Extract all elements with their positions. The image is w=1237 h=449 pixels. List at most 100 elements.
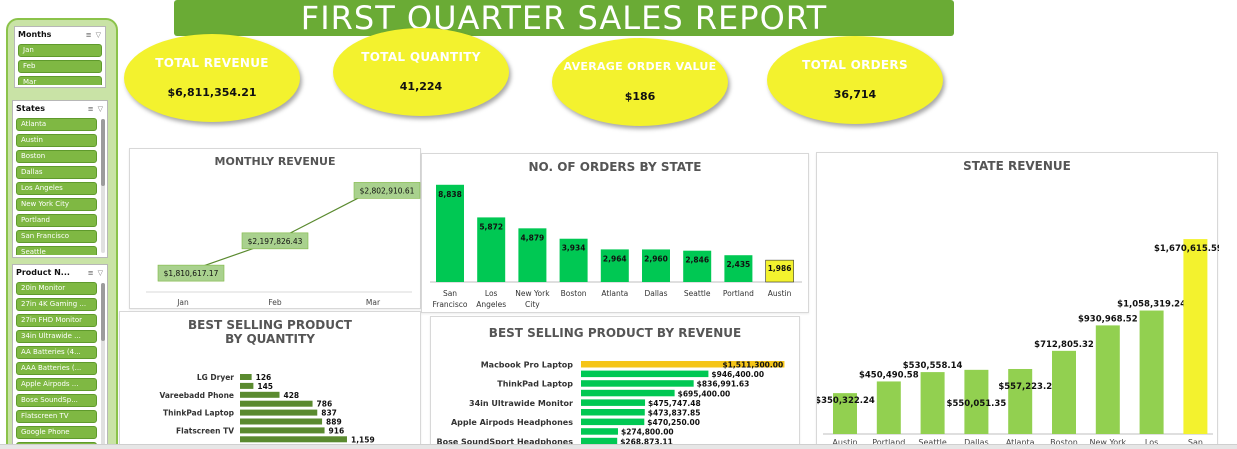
- x-tick-label: Feb: [268, 298, 282, 307]
- data-label: $557,223.23: [998, 382, 1058, 392]
- products-scrollbar[interactable]: [101, 283, 105, 449]
- bar: [581, 370, 709, 378]
- data-label: 1,159: [351, 435, 375, 444]
- bar: [581, 418, 645, 426]
- products-slicer-items: 20in Monitor 27in 4K Gaming ... 27in FHD M…: [16, 282, 97, 449]
- x-tick-label: Angeles: [476, 300, 506, 309]
- slicer-item[interactable]: Apple Airpods ...: [16, 378, 97, 391]
- bar: [436, 184, 464, 282]
- slicer-item[interactable]: 20in Monitor: [16, 282, 97, 295]
- slicer-item[interactable]: Jan: [18, 44, 102, 57]
- x-tick-label: Austin: [832, 438, 857, 447]
- multi-select-icon[interactable]: ≡: [87, 268, 94, 277]
- x-tick-label: Seattle: [918, 438, 946, 447]
- kpi-total-revenue: TOTAL REVENUE $6,811,354.21: [124, 34, 300, 122]
- data-label: $1,810,617.17: [164, 269, 219, 278]
- y-tick-label: 34in Ultrawide Monitor: [469, 399, 573, 408]
- data-label: $836,991.63: [697, 380, 750, 389]
- slicer-item[interactable]: AAA Batteries (...: [16, 362, 97, 375]
- data-label: 2,846: [685, 256, 709, 265]
- data-label: $2,802,910.61: [360, 186, 415, 195]
- x-tick-label: Dallas: [964, 438, 989, 447]
- bar: [240, 409, 318, 416]
- monthly-revenue-plot: $1,810,617.17 Jan $2,197,826.43 Feb $2,802,9…: [146, 182, 421, 307]
- x-tick-label: Boston: [561, 289, 587, 298]
- bar: [1008, 368, 1033, 434]
- slicer-item[interactable]: 27in FHD Monitor: [16, 314, 97, 327]
- data-label: 916: [329, 426, 345, 435]
- slicer-item[interactable]: Austin: [16, 134, 97, 147]
- x-tick-label: City: [525, 300, 540, 309]
- bar: [559, 238, 588, 282]
- slicer-item[interactable]: San Francisco: [16, 230, 97, 243]
- data-label: 2,435: [727, 260, 751, 269]
- data-label: 428: [284, 391, 300, 400]
- slicer-item[interactable]: Dallas: [16, 166, 97, 179]
- clear-filter-icon[interactable]: ▽: [97, 268, 103, 277]
- slicer-item[interactable]: Feb: [18, 60, 102, 73]
- x-tick-label: Portland: [872, 438, 905, 447]
- kpi-title: TOTAL REVENUE: [155, 56, 269, 70]
- multi-select-icon[interactable]: ≡: [85, 30, 92, 39]
- states-scrollbar[interactable]: [101, 119, 105, 253]
- bar: [581, 389, 675, 397]
- bar: [477, 217, 506, 282]
- months-slicer-items: Jan Feb Mar: [18, 44, 102, 85]
- x-tick-label: Los: [485, 289, 498, 298]
- slicer-item[interactable]: Los Angeles: [16, 182, 97, 195]
- slicer-item[interactable]: 27in 4K Gaming ...: [16, 298, 97, 311]
- y-tick-label: ThinkPad Laptop: [163, 409, 235, 418]
- data-label: 4,879: [521, 233, 545, 242]
- data-label: 5,872: [479, 222, 503, 231]
- slicer-item[interactable]: Mar: [18, 76, 102, 85]
- kpi-value: $186: [624, 90, 656, 103]
- bar: [240, 400, 313, 407]
- slicer-item[interactable]: Portland: [16, 214, 97, 227]
- slicer-item[interactable]: Flatscreen TV: [16, 410, 97, 423]
- slicer-item[interactable]: Google Phone: [16, 426, 97, 439]
- multi-select-icon[interactable]: ≡: [87, 104, 94, 113]
- slicer-item[interactable]: New York City: [16, 198, 97, 211]
- x-tick-label: Austin: [768, 289, 792, 298]
- x-tick-label: Francisco: [432, 300, 467, 309]
- chart-title: BEST SELLING PRODUCT BY REVENUE: [488, 326, 742, 340]
- data-label: 2,964: [603, 254, 627, 263]
- data-label: 786: [317, 400, 333, 409]
- clear-filter-icon[interactable]: ▽: [97, 104, 103, 113]
- state-revenue-chart: STATE REVENUE $350,322.24 Austin $450,490.…: [816, 152, 1219, 449]
- x-tick-label: San: [1188, 438, 1203, 447]
- products-slicer-title: Product N...: [16, 268, 70, 277]
- orders-by-state-plot: 8,838 San Francisco 5,872 Los Angeles 4,879 New…: [430, 184, 802, 309]
- bar: [1052, 350, 1076, 434]
- monthly-revenue-chart: MONTHLY REVENUE $1,810,617.17 Jan $2,197,8…: [129, 148, 421, 309]
- bar: [765, 259, 794, 283]
- slicer-item[interactable]: 34in Ultrawide ...: [16, 330, 97, 343]
- kpi-value: $6,811,354.21: [167, 86, 257, 99]
- kpi-average-order-value: AVERAGE ORDER VALUE $186: [552, 38, 728, 126]
- data-label-box: [157, 264, 225, 282]
- clear-filter-icon[interactable]: ▽: [95, 30, 101, 39]
- slicer-item[interactable]: Bose SoundSp...: [16, 394, 97, 407]
- data-label: $268,873.11: [620, 437, 673, 446]
- series-line: [182, 189, 374, 274]
- bar: [518, 228, 547, 282]
- slicer-item[interactable]: Boston: [16, 150, 97, 163]
- slicer-item[interactable]: AA Batteries (4...: [16, 346, 97, 359]
- data-label: 126: [256, 373, 272, 382]
- slicer-item[interactable]: Seattle: [16, 246, 97, 255]
- slicer-item[interactable]: Atlanta: [16, 118, 97, 131]
- kpi-title: TOTAL ORDERS: [802, 58, 908, 72]
- y-tick-label: Vareebadd Phone: [159, 391, 234, 400]
- bar: [964, 369, 989, 434]
- bar: [920, 372, 945, 434]
- bar: [581, 380, 694, 387]
- y-tick-label: LG Dryer: [197, 373, 234, 382]
- sheet-scrollbar[interactable]: [0, 444, 1237, 449]
- bar: [1183, 239, 1208, 434]
- bar: [581, 361, 785, 368]
- x-tick-label: San: [443, 289, 457, 298]
- y-tick-label: Macbook Pro Laptop: [481, 361, 574, 370]
- x-tick-label: Boston: [1050, 438, 1078, 447]
